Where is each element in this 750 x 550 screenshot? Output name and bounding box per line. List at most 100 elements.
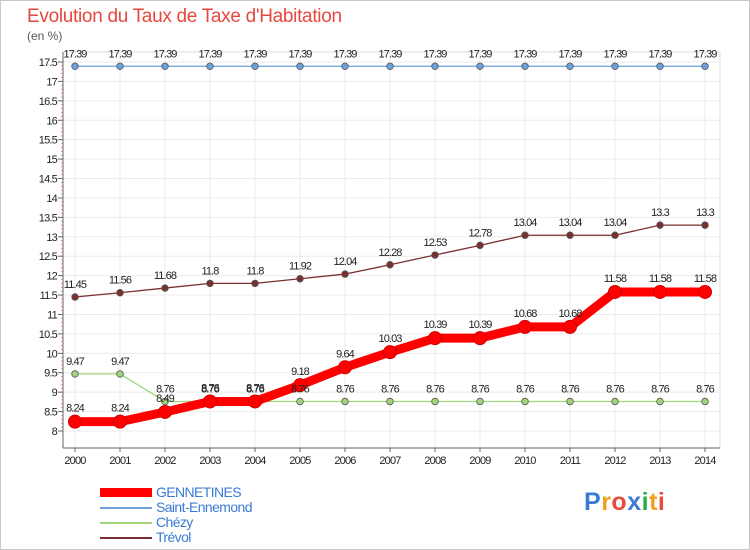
- data-label: 17.39: [423, 48, 447, 60]
- data-label: 11.58: [694, 273, 717, 285]
- x-tick-label: 2014: [694, 455, 716, 467]
- data-point: [386, 397, 394, 406]
- data-label: 8.76: [156, 383, 175, 395]
- data-label: 17.39: [378, 48, 402, 60]
- data-label: 11.58: [604, 273, 627, 285]
- data-label: 8.76: [606, 383, 625, 395]
- logo-letter: t: [649, 488, 658, 516]
- data-label: 13.3: [651, 207, 670, 219]
- data-label: 8.76: [516, 383, 535, 395]
- data-point: [656, 397, 664, 406]
- data-point: [566, 397, 574, 406]
- y-tick-label: 10: [46, 348, 57, 360]
- y-tick-label: 17.5: [39, 57, 58, 69]
- logo-letter: x: [627, 488, 642, 516]
- y-tick-label: 9: [52, 387, 58, 399]
- series-saint-ennemond: [71, 62, 709, 70]
- data-point: [71, 62, 79, 70]
- y-tick-label: 13.5: [39, 212, 58, 224]
- data-point: [701, 397, 709, 406]
- x-tick-label: 2000: [64, 455, 86, 467]
- data-point: [431, 62, 439, 70]
- plot-area: [62, 51, 721, 449]
- data-point: [161, 397, 169, 406]
- y-tick-label: 8.5: [44, 407, 58, 419]
- data-label: 17.39: [108, 48, 132, 60]
- data-point: [476, 62, 484, 70]
- data-label: 13.3: [696, 207, 715, 219]
- data-point: [656, 221, 664, 229]
- y-tick-label: 8: [52, 426, 58, 438]
- data-label: 17.39: [198, 48, 222, 60]
- x-tick-label: 2001: [109, 455, 131, 467]
- data-point: [296, 62, 304, 70]
- data-label: 12.04: [333, 256, 357, 268]
- x-tick-label: 2013: [649, 455, 671, 467]
- series-gennetines: [68, 284, 712, 429]
- y-tick-label: 11: [47, 309, 58, 321]
- data-point: [296, 275, 304, 283]
- data-label: 8.76: [201, 382, 220, 394]
- data-point: [248, 394, 262, 409]
- data-point: [383, 345, 397, 360]
- data-point: [341, 270, 349, 278]
- y-tick-label: 14: [46, 193, 57, 205]
- data-point: [206, 279, 214, 288]
- data-label: 8.76: [471, 383, 490, 395]
- x-tick-label: 2012: [604, 455, 626, 467]
- data-point: [296, 397, 304, 406]
- data-label: 17.39: [693, 48, 717, 60]
- data-point: [701, 62, 709, 70]
- data-point: [293, 378, 307, 393]
- x-tick-label: 2007: [379, 455, 401, 467]
- data-point: [566, 62, 574, 70]
- logo-letter: P: [584, 488, 602, 516]
- data-label: 13.04: [603, 217, 627, 229]
- data-label: 17.39: [243, 48, 267, 60]
- logo-letter: i: [657, 488, 666, 516]
- data-point: [701, 221, 709, 229]
- data-label: 11.68: [154, 270, 177, 282]
- data-point: [608, 284, 622, 299]
- data-point: [698, 284, 712, 299]
- series-layer: [68, 62, 712, 429]
- chart-title: Evolution du Taux de Taxe d'Habitation: [27, 6, 342, 27]
- data-point: [431, 397, 439, 406]
- data-point: [158, 404, 172, 419]
- data-label: 10.68: [558, 308, 582, 320]
- data-label: 8.76: [246, 383, 265, 395]
- data-point: [251, 62, 259, 70]
- data-label: 12.78: [468, 227, 492, 239]
- grid: [62, 51, 721, 449]
- x-tick-label: 2009: [469, 455, 491, 467]
- data-label: 17.39: [468, 48, 492, 60]
- data-point: [473, 331, 487, 346]
- data-label: 17.39: [288, 48, 312, 60]
- data-label: 8.76: [336, 383, 355, 395]
- data-point: [251, 279, 259, 288]
- data-point: [611, 231, 619, 239]
- data-point: [518, 319, 532, 334]
- data-point: [341, 62, 349, 70]
- data-label: 9.47: [66, 356, 85, 368]
- axes: 8 8.5 9 9.5 10 10.5 11 11.5 12 12.5 13 13.5 14 14.5 15…: [39, 52, 720, 467]
- data-point: [68, 414, 82, 429]
- data-point: [656, 62, 664, 70]
- data-point: [386, 261, 394, 269]
- data-label: 11.92: [289, 261, 312, 273]
- x-tick-label: 2011: [560, 455, 581, 467]
- x-tick-label: 2002: [154, 455, 176, 467]
- legend-label: GENNETINES: [156, 484, 242, 500]
- proxiti-logo: Proxiti: [584, 488, 665, 517]
- x-tick-label: 2010: [514, 455, 536, 467]
- data-label: 9.47: [111, 356, 130, 368]
- data-label: 12.53: [423, 237, 447, 249]
- data-label: 17.39: [153, 48, 177, 60]
- y-tick-label: 14.5: [39, 174, 58, 186]
- data-label: 17.39: [648, 48, 672, 60]
- data-point: [341, 397, 349, 406]
- y-tick-label: 12.5: [39, 251, 58, 263]
- legend-label: Saint-Ennemond: [156, 499, 252, 515]
